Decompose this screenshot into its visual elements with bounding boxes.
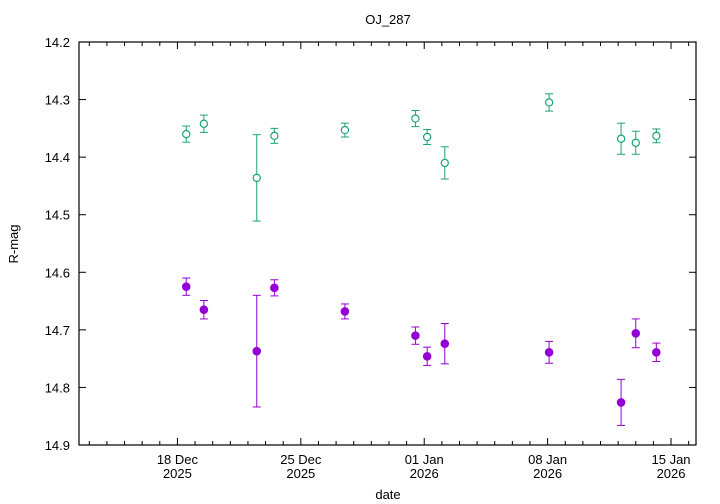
data-point-open	[340, 125, 350, 135]
x-tick-label: 18 Dec	[157, 452, 199, 467]
y-tick-label: 14.7	[45, 323, 70, 338]
x-axis-label: date	[375, 487, 400, 502]
data-point-open	[422, 132, 432, 142]
data-point-open	[252, 173, 261, 183]
data-point-filled	[181, 282, 191, 291]
plot-frame	[78, 41, 697, 446]
data-point-filled	[544, 348, 554, 357]
data-point-open	[411, 114, 420, 123]
data-point-filled	[199, 305, 209, 315]
axis-ticks: 14.214.314.414.514.614.714.814.918 Dec20…	[45, 35, 696, 481]
x-tick-year-label: 2026	[533, 466, 562, 481]
data-point-filled	[652, 348, 661, 357]
y-tick-label: 14.8	[45, 380, 70, 395]
x-tick-year-label: 2025	[286, 466, 315, 481]
x-tick-year-label: 2026	[410, 466, 439, 481]
y-axis-label: R-mag	[6, 224, 21, 263]
data-point-filled	[440, 339, 450, 348]
data-point-open	[544, 98, 554, 107]
data-point-open	[199, 119, 209, 128]
x-tick-label: 01 Jan	[405, 452, 444, 467]
y-tick-label: 14.3	[45, 93, 70, 108]
chart-title: OJ_287	[365, 12, 411, 27]
y-tick-label: 14.5	[45, 208, 70, 223]
data-point-open	[616, 134, 626, 143]
data-point-open	[631, 138, 640, 147]
data-point-open	[652, 131, 661, 141]
data-point-open	[440, 158, 449, 168]
data-series	[181, 93, 661, 426]
data-point-filled	[631, 329, 641, 338]
data-point-filled	[270, 283, 279, 293]
series-1	[182, 93, 661, 222]
data-point-filled	[616, 398, 626, 407]
data-point-filled	[411, 331, 420, 340]
x-tick-label: 25 Dec	[280, 452, 322, 467]
x-tick-year-label: 2025	[163, 466, 192, 481]
x-tick-label: 08 Jan	[528, 452, 567, 467]
y-tick-label: 14.2	[45, 35, 70, 50]
x-tick-label: 15 Jan	[652, 452, 691, 467]
data-point-open	[182, 129, 191, 139]
series-2	[181, 277, 661, 426]
x-tick-year-label: 2026	[657, 466, 686, 481]
data-point-open	[270, 131, 279, 141]
data-point-filled	[340, 307, 350, 316]
y-tick-label: 14.6	[45, 265, 70, 280]
y-tick-label: 14.4	[45, 150, 70, 165]
y-tick-label: 14.9	[45, 438, 70, 453]
data-point-filled	[422, 352, 432, 361]
data-point-filled	[252, 346, 262, 356]
